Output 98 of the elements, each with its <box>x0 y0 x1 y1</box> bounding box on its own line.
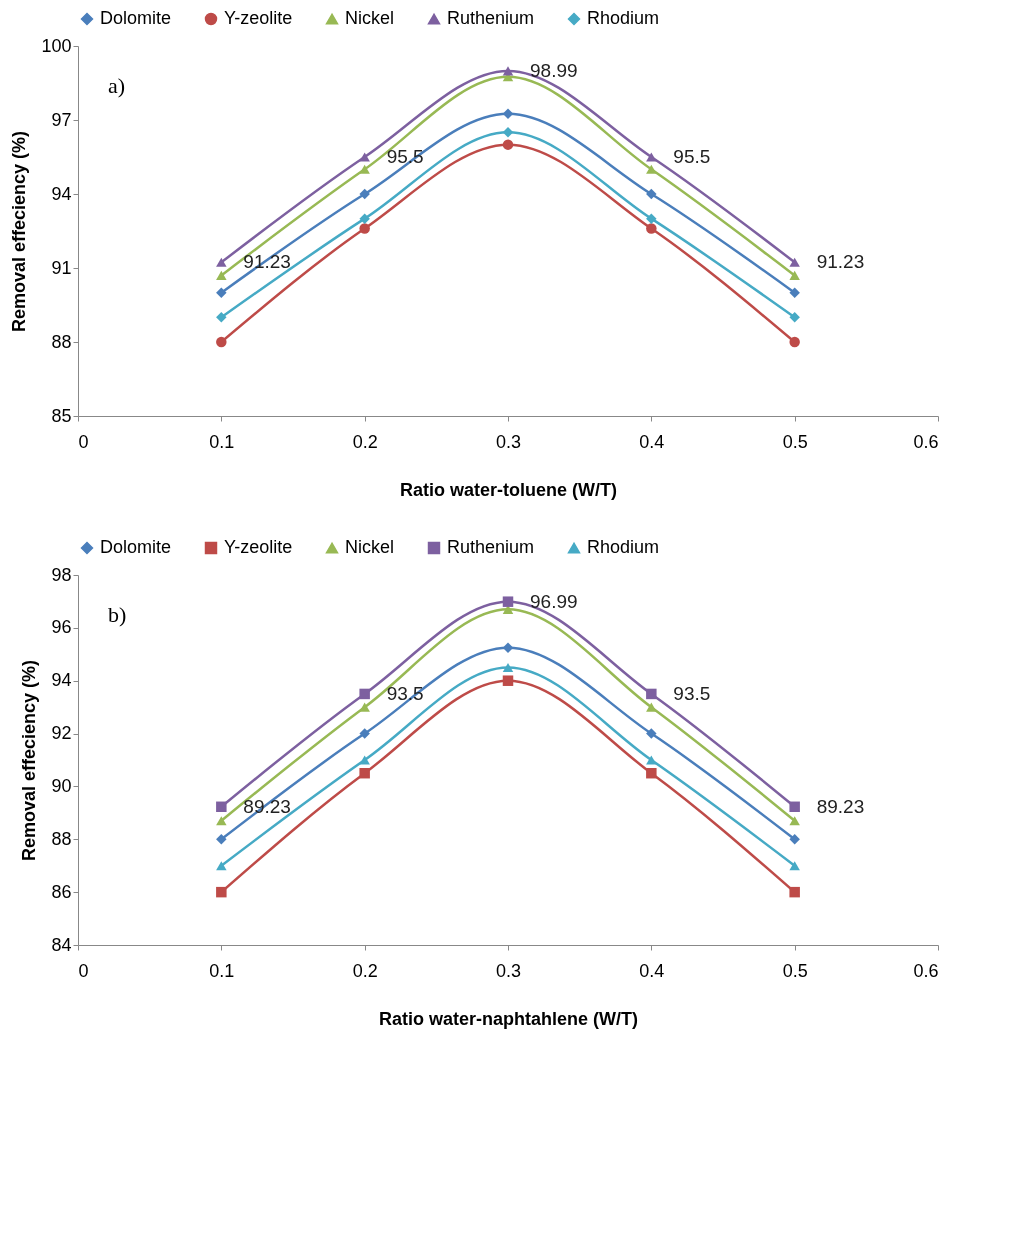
point <box>216 312 227 323</box>
point <box>216 801 227 813</box>
x-axis-title: Ratio water-toluene (W/T) <box>400 479 617 500</box>
annotation: a) <box>108 73 126 98</box>
point <box>646 702 657 712</box>
point <box>789 801 800 813</box>
point <box>789 257 800 267</box>
data-label: 91.23 <box>816 251 865 273</box>
legend-label: Nickel <box>345 8 395 28</box>
point <box>216 287 227 298</box>
legend-label: Y-zeolite <box>224 8 293 28</box>
point <box>216 270 227 280</box>
point <box>502 127 514 138</box>
legend-label: Y-zeolite <box>224 537 293 557</box>
point <box>359 188 370 200</box>
x-tick-label: 0.6 <box>913 960 939 981</box>
point <box>502 66 514 76</box>
point <box>789 312 800 323</box>
x-tick-label: 0.6 <box>913 431 939 452</box>
data-label: 98.99 <box>530 59 578 81</box>
point <box>216 886 227 898</box>
point <box>359 152 370 162</box>
legend-label: Rhodium <box>587 8 660 28</box>
x-tick-label: 0 <box>78 431 89 452</box>
point <box>789 816 800 826</box>
data-label: 96.99 <box>530 590 578 612</box>
point <box>646 223 657 234</box>
legend-label: Ruthenium <box>447 8 535 28</box>
y-tick-label: 97 <box>51 109 72 130</box>
y-tick-label: 96 <box>51 617 72 638</box>
point <box>646 688 657 700</box>
y-tick-label: 100 <box>41 35 72 56</box>
point <box>646 188 657 200</box>
point <box>646 767 657 779</box>
point <box>502 596 514 607</box>
point <box>789 270 800 280</box>
y-tick-label: 84 <box>51 934 72 955</box>
x-tick-label: 0.4 <box>639 431 665 452</box>
x-tick-label: 0 <box>78 960 89 981</box>
data-label: 89.23 <box>816 795 865 817</box>
legend-label: Dolomite <box>100 8 172 28</box>
point <box>359 164 370 174</box>
point <box>359 755 370 765</box>
point <box>216 257 227 267</box>
point <box>216 816 227 826</box>
point <box>789 886 800 898</box>
point <box>789 834 800 845</box>
point <box>359 702 370 712</box>
point <box>646 728 657 739</box>
legend-label: Rhodium <box>587 537 660 557</box>
x-axis-title: Ratio water-naphtahlene (W/T) <box>378 1008 639 1029</box>
point <box>216 861 227 871</box>
x-tick-label: 0.1 <box>209 960 235 981</box>
point <box>646 755 657 765</box>
data-label: 95.5 <box>673 146 711 167</box>
annotation: b) <box>108 602 127 627</box>
x-tick-label: 0.4 <box>639 960 665 981</box>
point <box>789 336 800 348</box>
point <box>502 675 514 686</box>
x-tick-label: 0.2 <box>352 960 378 981</box>
x-tick-label: 0.2 <box>352 431 378 452</box>
point <box>359 213 370 224</box>
x-tick-label: 0.1 <box>209 431 235 452</box>
point <box>502 139 514 150</box>
point <box>359 688 370 700</box>
point <box>359 728 370 739</box>
point <box>789 861 800 871</box>
y-tick-label: 86 <box>51 881 72 902</box>
point <box>359 223 370 234</box>
y-tick-label: 88 <box>51 828 72 849</box>
y-tick-label: 98 <box>51 564 72 585</box>
y-tick-label: 92 <box>51 723 72 744</box>
x-tick-label: 0.3 <box>495 431 522 452</box>
point <box>502 662 514 673</box>
point <box>216 336 227 348</box>
point <box>502 642 514 653</box>
legend-label: Nickel <box>345 537 395 557</box>
point <box>216 834 227 845</box>
point <box>359 767 370 779</box>
point <box>789 287 800 298</box>
x-tick-label: 0.5 <box>782 960 808 981</box>
y-tick-label: 94 <box>51 670 72 691</box>
y-axis-title: Removal effeciency (%) <box>19 659 40 862</box>
point <box>646 164 657 174</box>
y-tick-label: 85 <box>51 405 72 426</box>
x-tick-label: 0.3 <box>495 960 522 981</box>
y-tick-label: 91 <box>51 257 72 278</box>
point <box>646 213 657 224</box>
legend-label: Dolomite <box>100 537 172 557</box>
point <box>502 108 514 120</box>
legend-label: Ruthenium <box>447 537 535 557</box>
y-tick-label: 88 <box>51 331 72 352</box>
y-tick-label: 94 <box>51 183 72 204</box>
data-label: 93.5 <box>673 682 711 704</box>
y-axis-title: Removal effeciency (%) <box>9 130 30 333</box>
x-tick-label: 0.5 <box>782 431 808 452</box>
point <box>646 152 657 162</box>
y-tick-label: 90 <box>51 775 72 796</box>
